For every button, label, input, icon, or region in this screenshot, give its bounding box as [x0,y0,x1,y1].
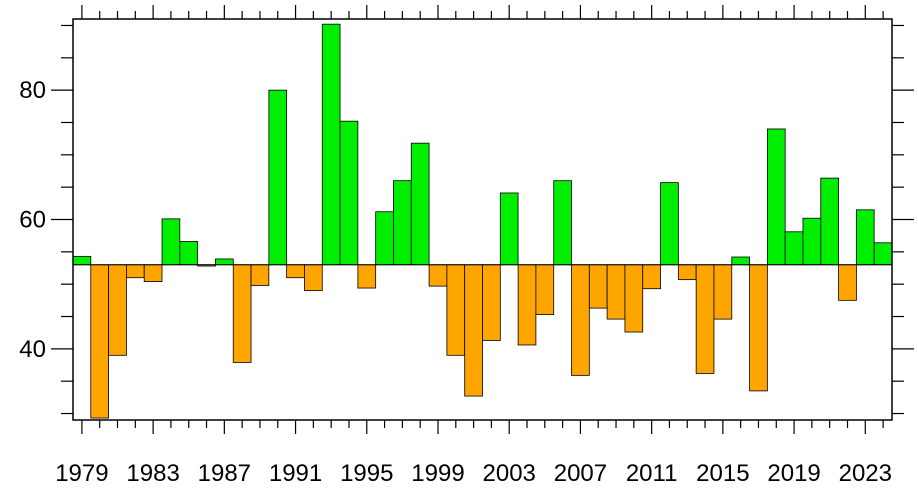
bar-2012 [660,182,679,266]
bar-1991 [286,264,305,279]
bar-2015 [713,264,733,320]
bar-2001 [464,264,483,397]
x-tick-label-1979: 1979 [55,460,108,487]
bar-1990 [268,89,288,266]
bar-2013 [677,264,697,281]
x-tick-label-2011: 2011 [626,460,678,487]
axis-ticks [51,5,914,434]
bar-1999 [428,264,448,287]
x-tick-label-1987: 1987 [198,460,251,487]
bar-2008 [588,264,608,309]
bar-2009 [606,264,626,320]
bar-2006 [553,180,572,266]
x-axis-tick-labels: 1979 1983 1987 1991 1995 1999 2003 2007 2011 2015… [55,460,892,487]
bar-1998 [410,142,430,266]
x-tick-label-2019: 2019 [767,460,820,487]
bar-2005 [535,264,555,315]
bar-1989 [250,264,270,286]
y-axis-tick-labels: 40 60 80 [19,77,46,363]
x-tick-label-1991: 1991 [269,460,322,487]
bar-series [72,23,893,419]
bar-1981 [108,264,127,356]
x-tick-label-1983: 1983 [126,460,179,487]
x-tick-label-2007: 2007 [554,460,607,487]
y-tick-label-80: 80 [19,77,46,104]
bar-1980 [90,264,110,419]
bar-2002 [482,264,501,341]
bar-1994 [339,120,359,266]
x-tick-label-2003: 2003 [483,460,536,487]
bar-2020 [802,217,822,266]
bar-2017 [749,264,768,392]
bar-2021 [820,177,839,266]
bar-1985 [179,241,199,266]
bar-1996 [375,211,394,266]
bar-2010 [624,264,644,333]
x-tick-label-1999: 1999 [411,460,464,487]
y-tick-label-60: 60 [19,207,46,234]
bar-2023 [855,209,875,266]
bar-2022 [838,264,857,301]
bar-1984 [161,218,181,266]
bar-1992 [304,264,323,292]
x-tick-label-2023: 2023 [839,460,892,487]
x-tick-label-1995: 1995 [340,460,393,487]
bar-2004 [517,264,537,346]
bar-1995 [357,264,377,289]
x-tick-label-2015: 2015 [696,460,749,487]
bar-1987 [215,258,234,266]
bar-2007 [571,264,590,376]
bar-2000 [446,264,466,356]
bar-2018 [766,128,786,266]
bar-2019 [784,231,804,266]
bar-2016 [731,256,750,266]
bar-1982 [126,264,145,279]
bar-2011 [642,264,661,290]
bar-1988 [232,264,252,363]
bar-1983 [143,264,163,282]
bar-2003 [499,192,519,266]
bar-1979 [72,255,92,266]
bar-1997 [393,180,412,266]
bar-2024 [873,242,893,266]
y-tick-label-40: 40 [19,336,46,363]
bar-2014 [695,264,715,374]
bar-1993 [321,23,341,266]
